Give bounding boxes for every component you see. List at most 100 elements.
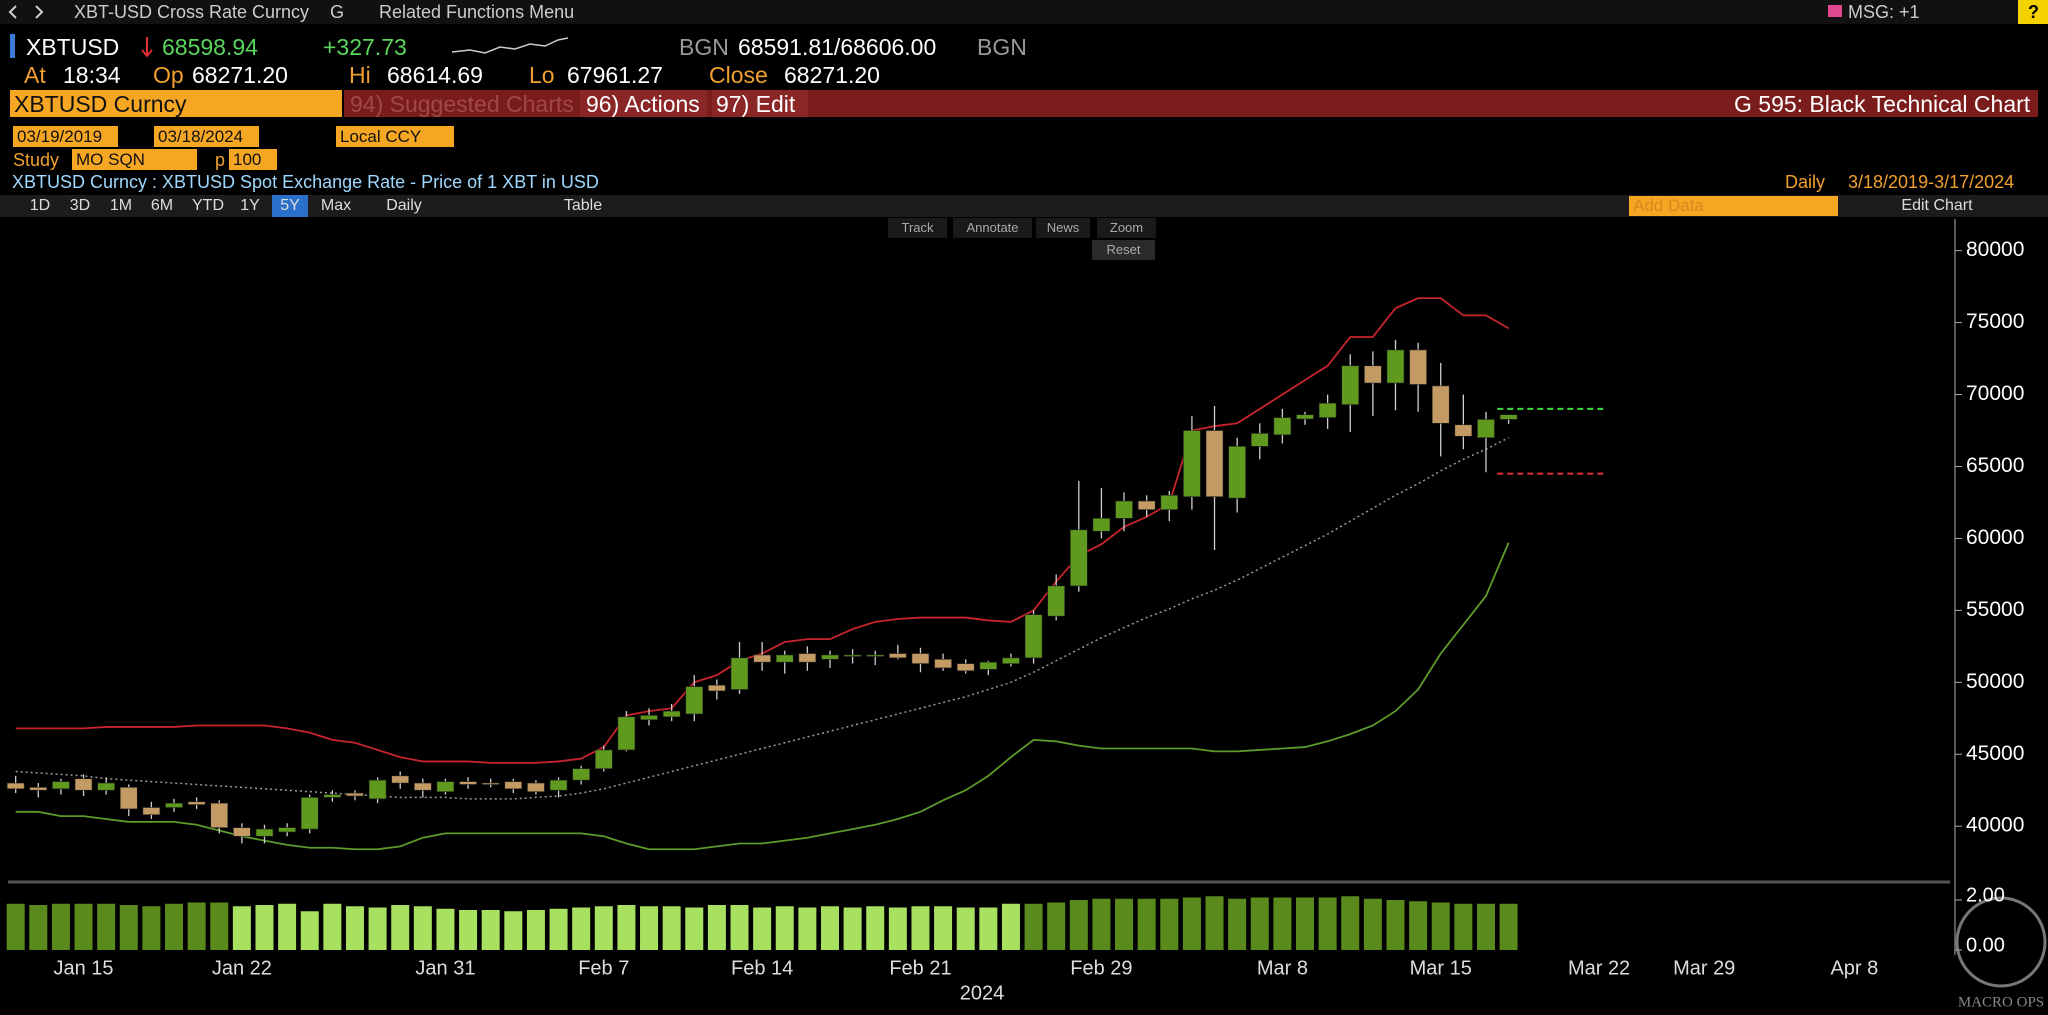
study[interactable]: MO SQN [72,149,197,170]
candle-body [911,653,930,664]
candle-body [210,802,229,828]
g-menu[interactable]: G [330,2,345,22]
actions-box[interactable] [580,90,707,117]
volume-bar [956,907,975,950]
volume-bar [594,906,613,950]
label: Hi [349,62,371,88]
volume-bar [798,907,817,950]
volume-tick-label: 0.00 [1966,934,2005,956]
candle-body [1431,385,1450,424]
suggested-charts[interactable]: 94) Suggested Charts [350,91,574,117]
security-menu[interactable]: XBT-USD Cross Rate Curncy [74,2,310,22]
candle-body [821,654,839,660]
volume-bar [74,903,93,950]
x-tick-label: Feb 29 [1070,957,1132,979]
param[interactable]: 100 [229,149,277,170]
period-button[interactable]: Max [320,197,352,214]
volume-bar [640,906,659,950]
candle-body [346,792,364,797]
y-tick-label: 70000 [1966,382,2024,405]
candle-body [1183,430,1201,498]
period-button[interactable]: 3D [69,197,91,214]
y-tick-label: 45000 [1966,742,2024,765]
candle-body [97,782,115,791]
period-button[interactable]: 1Y [240,197,260,214]
button-row [0,195,2048,217]
annotate[interactable]: Annotate [953,218,1032,238]
candle-body [866,654,885,657]
x-tick-label: Mar 15 [1410,957,1472,979]
volume-bar [1115,898,1134,950]
period-button[interactable]: YTD [192,197,224,214]
period-button[interactable]: 1M [109,197,133,214]
candle-body [979,661,998,670]
volume-bar [1409,901,1428,950]
candle-body [119,787,138,810]
candle-body [1115,500,1133,519]
track[interactable]: Track [888,218,947,238]
candle-body [6,782,25,790]
candle-body [142,807,161,815]
label: Lo [529,62,555,88]
candle-body [956,663,975,672]
edit[interactable]: 97) Edit [716,91,796,117]
nav-arrows[interactable] [6,4,50,20]
help-box[interactable] [2018,0,2048,24]
zoom[interactable]: Zoom [1097,218,1156,238]
volume-bar [1205,896,1224,950]
y-tick-label: 80000 [1966,238,2024,261]
chart-name: G 595: Black Technical Chart [1734,91,2031,117]
candle-body [504,781,523,790]
year-label: 2024 [960,982,1005,1004]
currency[interactable]: Local CCY [336,126,454,147]
edit-chart[interactable]: Edit Chart [1901,197,1973,214]
volume-bar [911,906,930,950]
security[interactable]: XBTUSD Curncy [14,91,187,117]
news[interactable]: News [1036,218,1090,238]
candle-body [255,828,274,837]
add-data[interactable]: Add Data [1629,196,1838,216]
x-tick-label: Jan 31 [415,957,475,979]
interval[interactable]: Daily [386,197,422,214]
volume-bar [1273,897,1292,950]
messages[interactable]: MSG: +1 [1848,2,1920,22]
end-date[interactable]: 03/18/2024 [154,126,259,147]
volume-bar [323,903,342,950]
open: 68271.20 [192,62,288,88]
reset[interactable]: Reset [1092,240,1155,260]
candle-body [662,710,681,718]
actions[interactable]: 96) Actions [586,91,700,117]
volume-bar [1047,902,1066,950]
volume-bar [685,907,704,950]
frequency: Daily [1785,172,1826,192]
volume-bar [843,907,862,950]
volume-bar [1160,898,1179,950]
candle-body [1409,349,1427,385]
candle-body [74,778,93,791]
candle-body [391,775,410,784]
y-tick-label: 40000 [1966,814,2024,837]
low: 67961.27 [567,62,663,88]
source: BGN [977,34,1027,60]
related-menu[interactable]: Related Functions Menu [379,2,575,22]
table-button[interactable]: Table [563,197,603,214]
study-label: Study [13,150,60,170]
period-button[interactable]: 5Y [272,195,308,217]
candle-body [300,797,319,830]
volume-bar [617,905,636,950]
edit-box[interactable] [712,90,808,117]
volume-bar [300,911,319,950]
start-date[interactable]: 03/19/2019 [13,126,118,147]
help[interactable]: ? [2028,2,2039,22]
x-tick-label: Apr 8 [1830,957,1878,979]
period-button[interactable]: 6M [150,197,174,214]
candle-body [436,781,455,792]
candle-body [1477,419,1495,439]
volume-bar [1092,898,1111,950]
sparkline [451,37,569,54]
security-box[interactable] [10,90,342,117]
candle-body [278,827,296,833]
period-button[interactable]: 1D [29,197,51,214]
candle-body [1273,417,1292,436]
